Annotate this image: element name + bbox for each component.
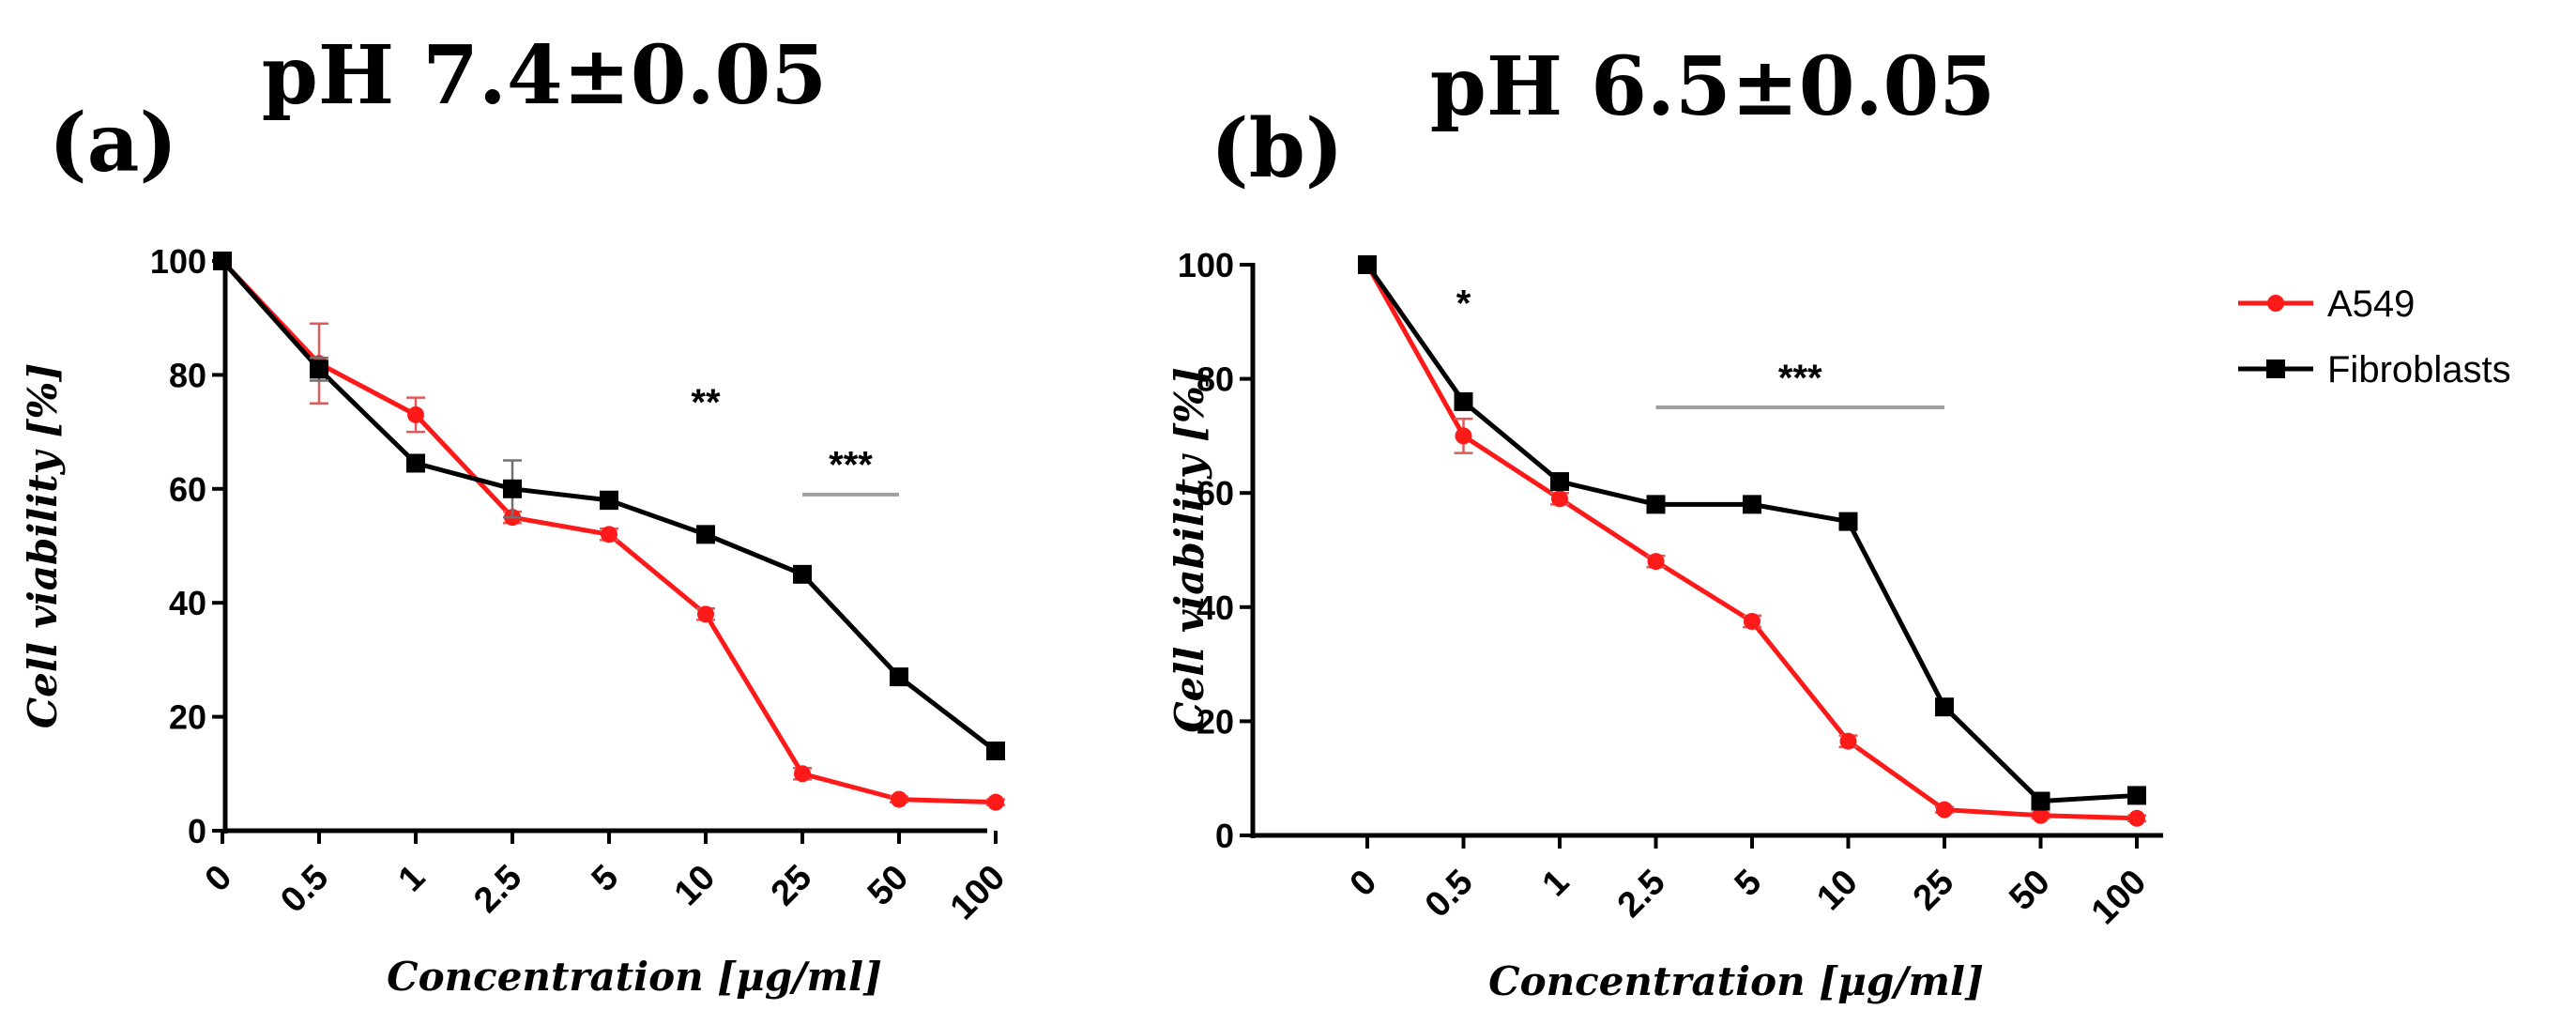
data-point bbox=[890, 667, 908, 687]
data-point bbox=[1935, 697, 1954, 717]
data-point bbox=[1743, 495, 1761, 514]
data-point bbox=[987, 793, 1004, 811]
x-tick-label: 100 bbox=[943, 858, 1014, 928]
y-tick-label: 40 bbox=[169, 584, 206, 622]
y-tick-label: 20 bbox=[1197, 702, 1234, 741]
series-line bbox=[1364, 263, 2138, 804]
y-tick-label: 20 bbox=[169, 698, 206, 737]
data-point bbox=[794, 765, 811, 783]
data-point bbox=[1744, 613, 1761, 630]
x-tick-label: 50 bbox=[2002, 863, 2058, 919]
x-tick-label: 1 bbox=[391, 858, 434, 900]
x-axis-label: Concentration [μg/ml] bbox=[387, 954, 882, 1000]
data-point bbox=[407, 405, 424, 423]
series-fibroblasts bbox=[1358, 255, 2146, 811]
data-point bbox=[1454, 391, 1473, 411]
data-point bbox=[2032, 806, 2050, 824]
y-axis-label: Cell viability [%] bbox=[20, 363, 66, 729]
y-tick-label: 80 bbox=[1197, 360, 1234, 399]
y-tick-label: 60 bbox=[1197, 474, 1234, 512]
x-tick-label: 0.5 bbox=[273, 858, 336, 921]
data-point bbox=[1358, 255, 1377, 274]
panel-label: (b) bbox=[1211, 101, 1344, 196]
chart-panel-a: pH 7.4±0.05 (a) 0 20 40 60 80 100 0 0.5 1 2.5 5 10 25 5… bbox=[20, 28, 1013, 1000]
series-a549 bbox=[1359, 256, 2146, 827]
data-point bbox=[406, 453, 425, 473]
data-point bbox=[1839, 732, 1857, 750]
significance-label: *** bbox=[1778, 358, 1822, 399]
x-tick-label: 50 bbox=[861, 858, 917, 914]
data-point bbox=[503, 479, 522, 498]
y-axis-label: Cell viability [%] bbox=[1166, 367, 1212, 733]
data-point bbox=[697, 605, 714, 623]
data-point bbox=[1551, 490, 1568, 508]
data-point bbox=[601, 526, 617, 543]
y-tick-label: 60 bbox=[169, 470, 206, 509]
x-tick-label: 100 bbox=[2084, 863, 2155, 933]
x-tick-label: 0 bbox=[1343, 863, 1385, 905]
chart-title: pH 6.5±0.05 bbox=[1430, 39, 1995, 134]
y-tick-label: 100 bbox=[1178, 246, 1234, 284]
x-tick-label: 25 bbox=[764, 858, 820, 914]
data-point bbox=[213, 252, 232, 270]
x-tick-label: 0 bbox=[198, 858, 240, 900]
data-point bbox=[986, 742, 1005, 761]
x-tick-label: 1 bbox=[1535, 863, 1578, 905]
data-point bbox=[1646, 495, 1666, 514]
series-a549 bbox=[214, 252, 1005, 811]
x-tick-label: 2.5 bbox=[1610, 863, 1673, 926]
y-tick-label: 0 bbox=[1215, 817, 1234, 855]
x-axis-label: Concentration [μg/ml] bbox=[1488, 958, 1984, 1004]
x-tick-label: 5 bbox=[585, 858, 627, 900]
data-point bbox=[891, 790, 907, 808]
x-tick-label: 5 bbox=[1728, 863, 1770, 905]
data-point bbox=[1550, 472, 1569, 492]
legend-marker bbox=[2266, 360, 2285, 378]
data-point bbox=[1936, 801, 1953, 818]
series-line bbox=[1364, 263, 2138, 821]
significance-label: * bbox=[1456, 283, 1471, 325]
y-tick-label: 0 bbox=[188, 812, 206, 850]
legend-label: A549 bbox=[2327, 283, 2415, 325]
data-point bbox=[696, 525, 715, 544]
x-tick-label: 10 bbox=[667, 858, 724, 914]
significance-label: ** bbox=[691, 382, 721, 423]
y-tick-label: 80 bbox=[169, 356, 206, 394]
data-point bbox=[1838, 512, 1858, 531]
x-tick-label: 10 bbox=[1809, 863, 1866, 919]
significance-label: *** bbox=[829, 445, 873, 486]
data-point bbox=[2128, 809, 2145, 827]
chart-panel-b: pH 6.5±0.05 (b) 0 20 40 60 80 100 0 0.5 1 2.5 5 10 25 5… bbox=[1166, 39, 2163, 1004]
x-tick-label: 2.5 bbox=[466, 858, 529, 921]
x-tick-label: 0.5 bbox=[1418, 863, 1481, 926]
data-point bbox=[1647, 553, 1665, 571]
data-point bbox=[2127, 786, 2146, 805]
legend-marker bbox=[2267, 295, 2284, 312]
legend: A549 Fibroblasts bbox=[2238, 283, 2511, 390]
x-tick-label: 25 bbox=[1906, 863, 1962, 919]
y-tick-label: 40 bbox=[1197, 589, 1234, 627]
data-point bbox=[2031, 791, 2050, 811]
panel-label: (a) bbox=[49, 96, 177, 191]
data-point bbox=[310, 360, 328, 379]
data-point bbox=[793, 564, 812, 584]
data-point bbox=[600, 490, 618, 510]
chart-title: pH 7.4±0.05 bbox=[262, 28, 827, 123]
y-tick-label: 100 bbox=[150, 242, 206, 281]
series-fibroblasts bbox=[213, 252, 1005, 761]
data-point bbox=[1455, 427, 1472, 445]
legend-label: Fibroblasts bbox=[2327, 349, 2511, 390]
